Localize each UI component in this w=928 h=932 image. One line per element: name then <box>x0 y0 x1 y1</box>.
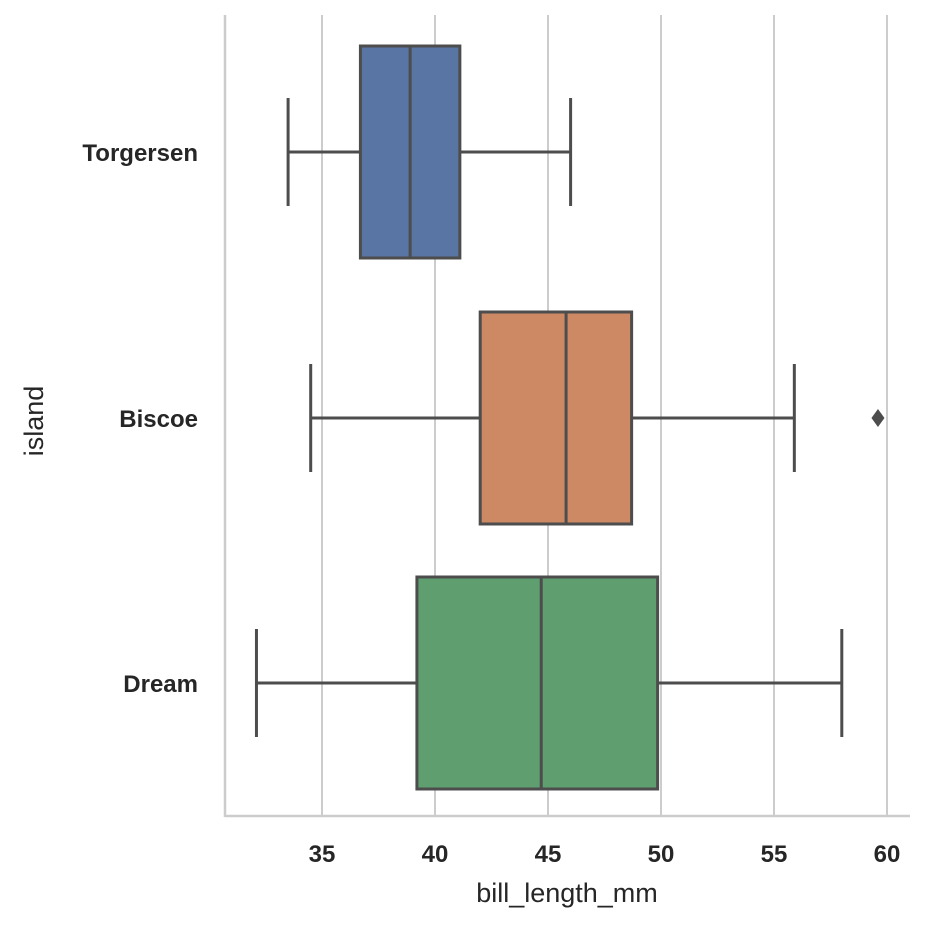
x-tick-label-50: 50 <box>648 841 675 868</box>
box-dream <box>415 575 660 791</box>
y-tick-label-torgersen: Torgersen <box>82 140 198 167</box>
y-tick-label-dream: Dream <box>123 671 198 698</box>
y-tick-label-biscoe: Biscoe <box>119 406 198 433</box>
x-tick-label-35: 35 <box>309 841 336 868</box>
axis-layer: 35 40 45 50 55 60 Torgersen Biscoe Dream <box>82 15 910 868</box>
box-group-dream <box>254 575 844 791</box>
x-tick-label-45: 45 <box>535 841 562 868</box>
x-tick-label-40: 40 <box>422 841 449 868</box>
x-tick-label-55: 55 <box>761 841 788 868</box>
x-tick-label-60: 60 <box>874 841 901 868</box>
y-axis-label: island <box>19 386 49 457</box>
box-group-torgersen <box>286 44 573 260</box>
box-biscoe <box>478 310 634 526</box>
outlier-biscoe-0 <box>871 409 885 427</box>
x-axis-label: bill_length_mm <box>476 878 658 908</box>
box-group-biscoe <box>309 310 885 526</box>
box-layer <box>254 44 885 791</box>
